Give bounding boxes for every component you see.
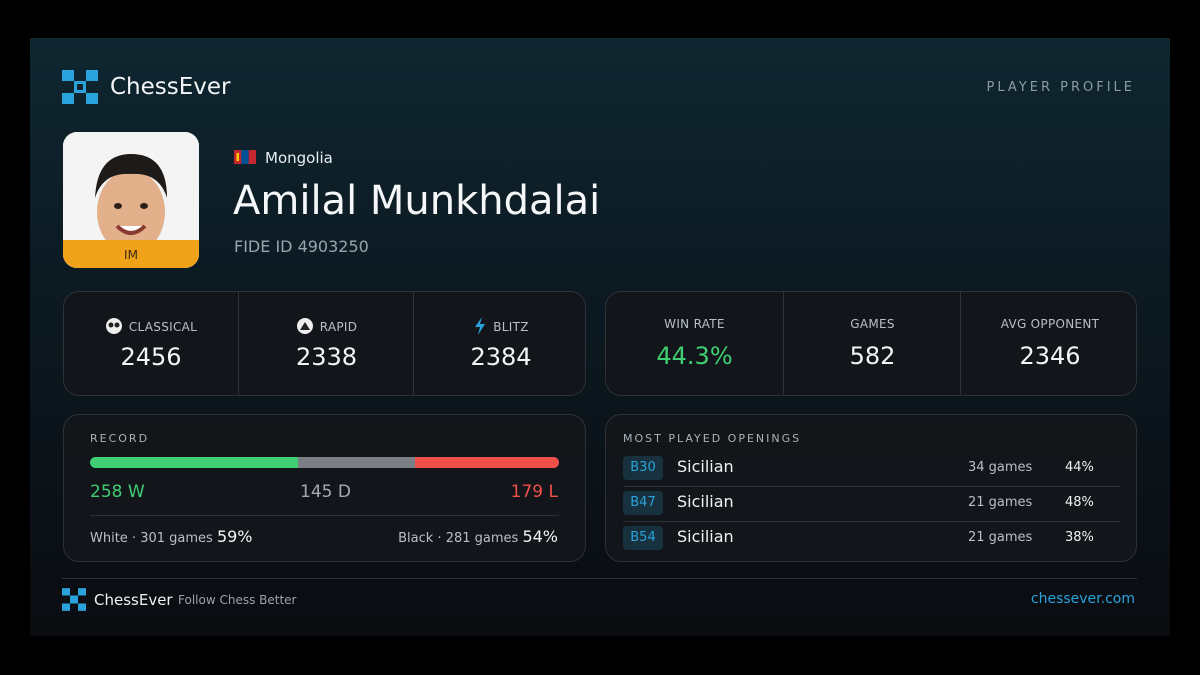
record-panel: RECORD 258 W 145 D 179 L White · 301 gam… bbox=[63, 414, 586, 562]
footer-logo bbox=[62, 588, 86, 611]
flag bbox=[234, 150, 256, 164]
rating-cell: RAPID 2338 bbox=[238, 292, 414, 395]
stat-cell: GAMES 582 bbox=[783, 292, 961, 395]
rapid-icon bbox=[296, 318, 313, 334]
wins-label: 258 W bbox=[90, 482, 145, 502]
white-pct: 59% bbox=[216, 527, 253, 546]
eco-code: B54 bbox=[623, 526, 663, 550]
opening-name: Sicilian bbox=[677, 492, 734, 511]
blitz-icon bbox=[475, 317, 486, 335]
player-name: Amilal Munkhdalai bbox=[233, 178, 601, 224]
white-games: White · 301 games bbox=[90, 531, 213, 546]
stat-cell: WIN RATE 44.3% bbox=[606, 292, 783, 395]
openings-title: MOST PLAYED OPENINGS bbox=[623, 432, 802, 445]
stat-label: WIN RATE bbox=[664, 317, 725, 331]
fide-id: FIDE ID 4903250 bbox=[234, 237, 369, 256]
rating-value: 2338 bbox=[295, 343, 358, 371]
opening-games: 34 games bbox=[968, 460, 1033, 475]
draws-segment bbox=[297, 457, 415, 468]
eco-code: B47 bbox=[623, 491, 663, 515]
stat-value: 582 bbox=[849, 342, 896, 370]
logo-icon bbox=[62, 70, 98, 104]
stat-label: AVG OPPONENT bbox=[1000, 317, 1100, 331]
stat-value: 2346 bbox=[1019, 342, 1081, 370]
rating-value: 2384 bbox=[470, 343, 532, 371]
opening-row: B47 Sicilian 21 games 48% bbox=[623, 486, 1120, 522]
eco-code: B30 bbox=[623, 456, 663, 480]
footer-url[interactable]: chessever.com bbox=[1030, 591, 1135, 607]
losses-label: 179 L bbox=[510, 482, 558, 502]
footer-brand: ChessEver bbox=[94, 591, 173, 609]
stat-cell: AVG OPPONENT 2346 bbox=[960, 292, 1139, 395]
footer-divider bbox=[62, 578, 1137, 579]
record-bar bbox=[90, 457, 559, 468]
country: Mongolia bbox=[265, 149, 333, 167]
opening-name: Sicilian bbox=[677, 527, 734, 546]
ratings-panel: CLASSICAL 2456 RAPID 2338 BLITZ 2384 bbox=[63, 291, 586, 396]
opening-name: Sicilian bbox=[677, 457, 734, 476]
opening-games: 21 games bbox=[968, 530, 1033, 545]
rating-label: CLASSICAL bbox=[128, 320, 198, 334]
classical-icon bbox=[105, 318, 122, 334]
opening-pct: 44% bbox=[1065, 460, 1094, 475]
rating-label: RAPID bbox=[319, 320, 358, 334]
title-badge: IM bbox=[63, 240, 199, 268]
openings-panel: MOST PLAYED OPENINGS B30 Sicilian 34 games… bbox=[605, 414, 1137, 562]
losses-segment bbox=[414, 457, 559, 468]
divider bbox=[90, 515, 559, 516]
wins-segment bbox=[90, 457, 298, 468]
black-games: Black · 281 games bbox=[398, 531, 519, 546]
rating-label: BLITZ bbox=[493, 320, 529, 334]
tagline: Follow Chess Better bbox=[178, 593, 297, 607]
black-pct: 54% bbox=[522, 527, 558, 546]
page-label: PLAYER PROFILE bbox=[986, 80, 1135, 95]
rating-value: 2456 bbox=[120, 343, 182, 371]
rating-cell: CLASSICAL 2456 bbox=[64, 292, 238, 395]
brand: ChessEver bbox=[110, 74, 231, 100]
stat-label: GAMES bbox=[850, 317, 895, 331]
draws-label: 145 D bbox=[300, 482, 351, 502]
stat-value: 44.3% bbox=[656, 342, 733, 370]
opening-pct: 48% bbox=[1065, 495, 1094, 510]
stats-panel: WIN RATE 44.3% GAMES 582 AVG OPPONENT 23… bbox=[605, 291, 1137, 396]
player-photo: IM bbox=[63, 132, 199, 268]
opening-row: B54 Sicilian 21 games 38% bbox=[623, 521, 1120, 556]
opening-games: 21 games bbox=[968, 495, 1033, 510]
rating-cell: BLITZ 2384 bbox=[413, 292, 588, 395]
record-title: RECORD bbox=[90, 432, 150, 445]
opening-pct: 38% bbox=[1065, 530, 1094, 545]
opening-row: B30 Sicilian 34 games 44% bbox=[623, 451, 1120, 487]
